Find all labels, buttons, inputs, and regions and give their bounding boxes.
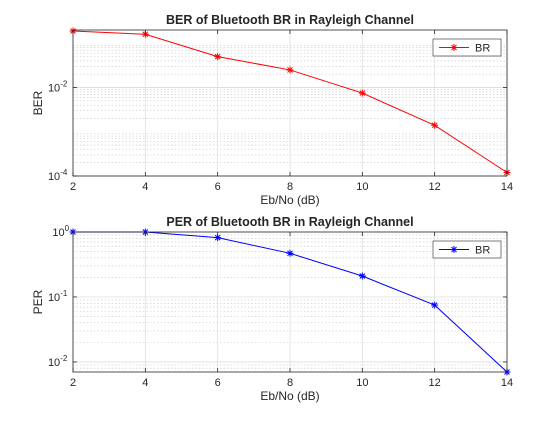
chart-2-y-tick-label: 10 bbox=[48, 357, 60, 369]
chart-2-legend-label: BR bbox=[475, 245, 490, 257]
chart-2-legend: BR bbox=[432, 240, 502, 259]
chart-1-data-point bbox=[358, 89, 366, 97]
chart-1-x-tick-label: 14 bbox=[501, 181, 513, 193]
chart-1-x-tick-label: 8 bbox=[287, 181, 293, 193]
chart-1-y-tick-label: 10 bbox=[48, 171, 60, 183]
chart-1-x-tick-label: 4 bbox=[142, 181, 148, 193]
chart-2-data-point bbox=[431, 301, 439, 309]
chart-2-x-tick-label: 12 bbox=[429, 377, 441, 389]
chart-1-y-axis-label: BER bbox=[31, 90, 45, 115]
chart-1-legend: BR bbox=[432, 38, 502, 57]
chart-2-y-tick-exponent: 0 bbox=[65, 224, 70, 233]
chart-1-axes bbox=[72, 29, 508, 177]
chart-2-y-tick-exponent: -1 bbox=[60, 289, 68, 298]
chart-2-x-tick-label: 8 bbox=[287, 377, 293, 389]
chart-2-title: PER of Bluetooth BR in Rayleigh Channel bbox=[166, 215, 413, 229]
chart-2-x-tick-label: 2 bbox=[70, 377, 76, 389]
chart-1-data-point bbox=[431, 121, 439, 129]
chart-1-x-tick-label: 6 bbox=[215, 181, 221, 193]
chart-1-x-axis-label: Eb/No (dB) bbox=[260, 193, 319, 207]
chart-1-x-tick-label: 12 bbox=[429, 181, 441, 193]
chart-1-y-tick-label: 10 bbox=[48, 83, 60, 95]
chart-1-x-tick-label: 2 bbox=[70, 181, 76, 193]
chart-2-legend-marker bbox=[450, 246, 458, 253]
chart-2-x-tick-label: 10 bbox=[356, 377, 368, 389]
chart-1-legend-label: BR bbox=[475, 43, 490, 55]
chart-1-y-tick-exponent: -4 bbox=[60, 168, 68, 177]
chart-1-data-point bbox=[141, 30, 149, 38]
chart-2-axes bbox=[72, 231, 508, 373]
chart-2-y-tick-label: 10 bbox=[48, 292, 60, 304]
chart-2-y-axis-label: PER bbox=[31, 289, 45, 314]
chart-2-x-tick-label: 14 bbox=[501, 377, 513, 389]
chart-1-data-point bbox=[286, 66, 294, 74]
chart-2-x-tick-label: 6 bbox=[215, 377, 221, 389]
chart-2-data-point bbox=[286, 249, 294, 257]
chart-1-y-tick-exponent: -2 bbox=[60, 80, 68, 89]
chart-2-data-point bbox=[358, 272, 366, 280]
chart-2-x-tick-label: 4 bbox=[142, 377, 148, 389]
chart-1-x-tick-label: 10 bbox=[356, 181, 368, 193]
chart-1-legend-marker bbox=[450, 44, 458, 51]
chart-2-x-axis-label: Eb/No (dB) bbox=[260, 389, 319, 403]
chart-1-title: BER of Bluetooth BR in Rayleigh Channel bbox=[166, 13, 414, 27]
chart-2-y-tick-exponent: -2 bbox=[60, 354, 68, 363]
chart-2-y-tick-label: 10 bbox=[52, 227, 64, 239]
chart-2-data-point bbox=[214, 234, 222, 242]
chart-1-data-point bbox=[214, 53, 222, 61]
